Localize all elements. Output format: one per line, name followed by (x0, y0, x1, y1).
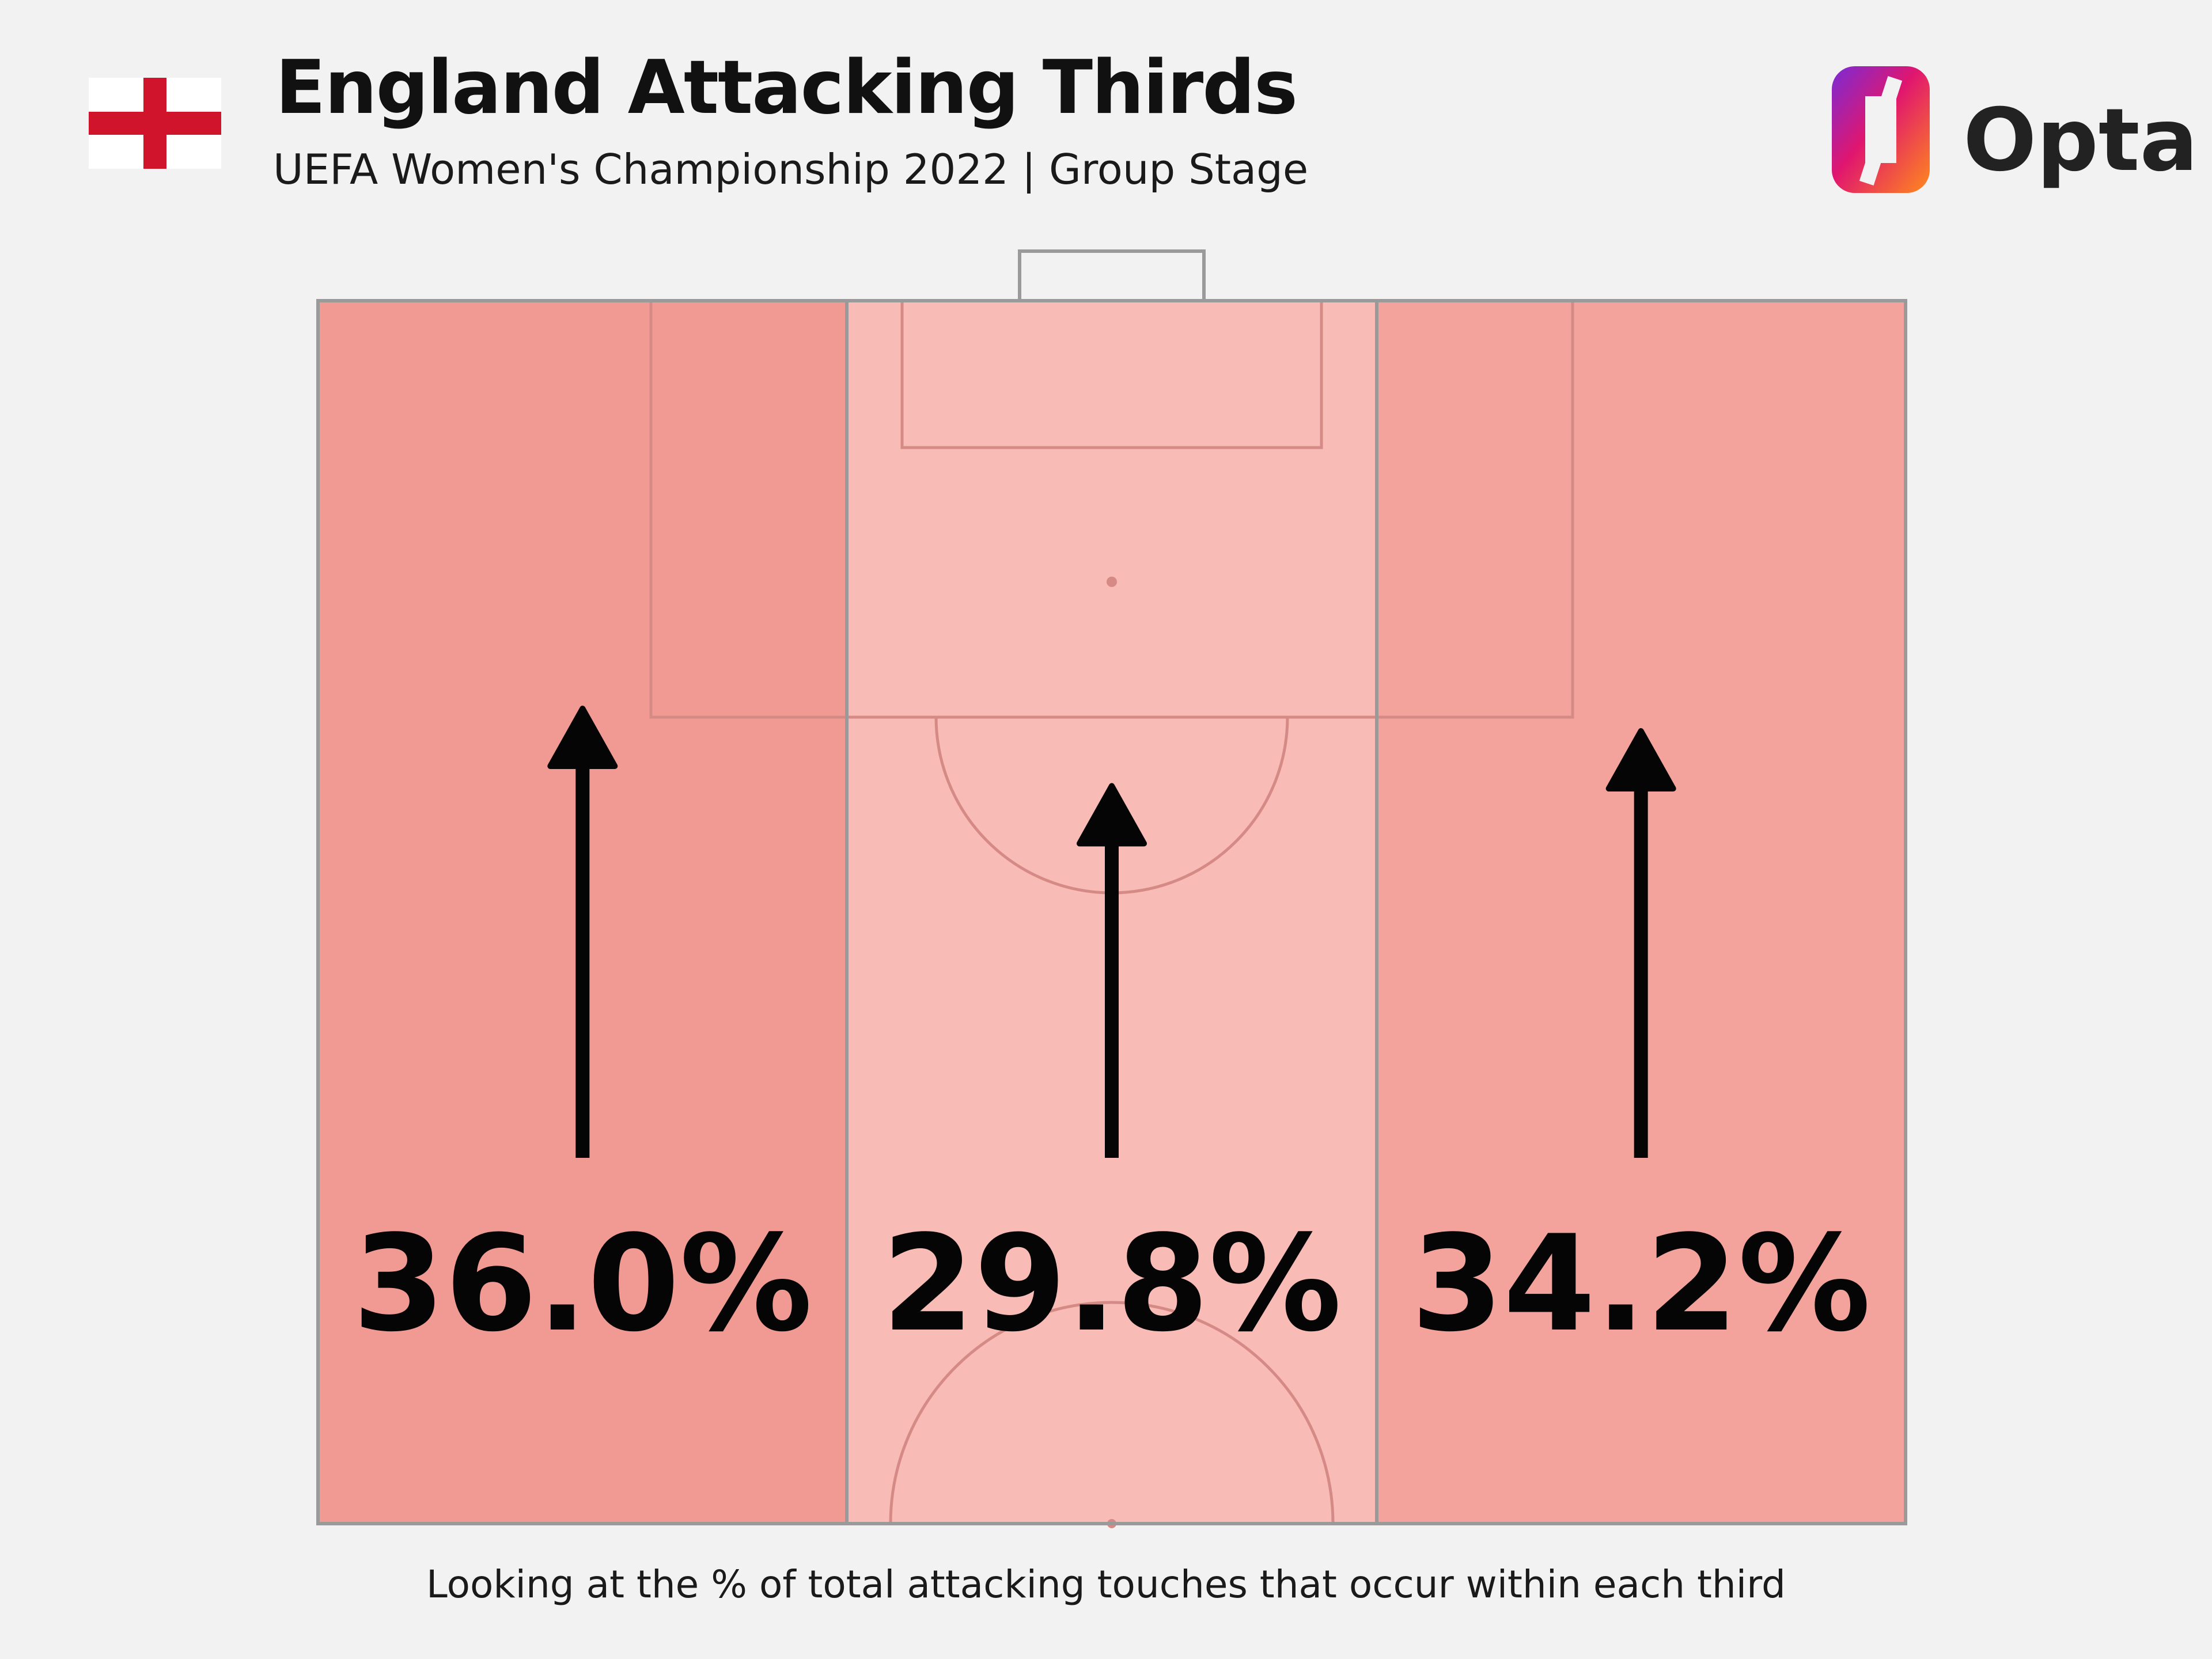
arrow-right (1605, 728, 1676, 1158)
footnote: Looking at the % of total attacking touc… (426, 1562, 1786, 1607)
arrow-left (547, 706, 618, 1158)
pitch-outline (316, 299, 1907, 1525)
chart-title: England Attacking Thirds (275, 45, 1298, 131)
arrow-centre (1077, 783, 1147, 1158)
value-label-left: 36.0% (353, 1207, 812, 1361)
value-label-centre: 29.8% (882, 1207, 1342, 1361)
opta-logo-icon: Opta (1832, 66, 2198, 193)
england-flag-icon (89, 78, 221, 169)
penalty-spot (1107, 577, 1117, 587)
centre-circle-arc (889, 1301, 1335, 1524)
value-label-right: 34.2% (1411, 1207, 1871, 1361)
goal (1018, 249, 1206, 302)
chart-subtitle: UEFA Women's Championship 2022 | Group S… (273, 145, 1309, 194)
brand-label: Opta (1963, 90, 2198, 191)
pitch-border (316, 249, 1907, 1525)
